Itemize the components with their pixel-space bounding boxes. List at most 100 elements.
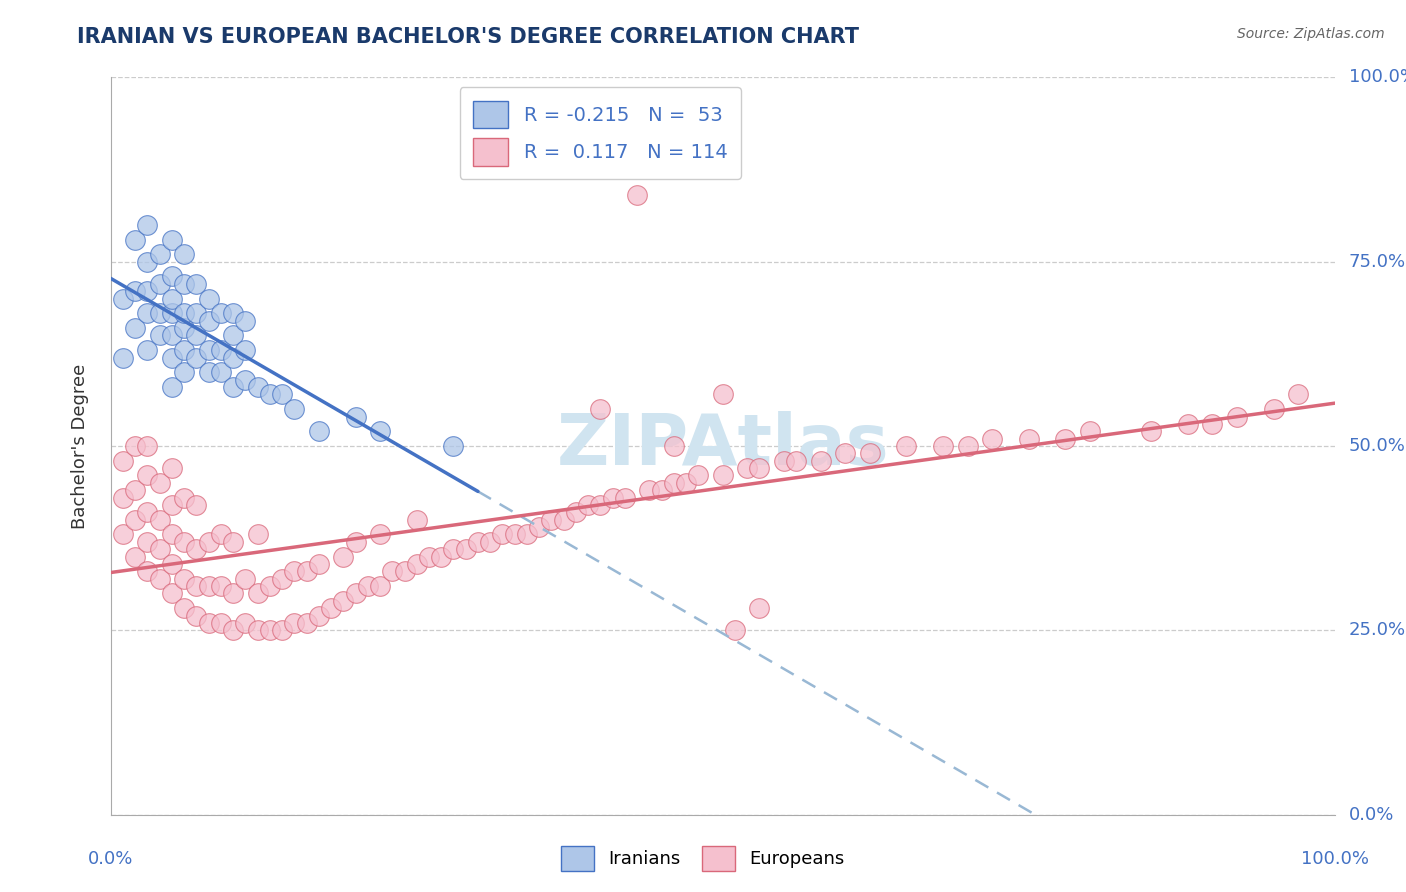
Point xyxy=(197,579,219,593)
Point xyxy=(197,292,219,306)
Point xyxy=(308,557,330,571)
Text: IRANIAN VS EUROPEAN BACHELOR'S DEGREE CORRELATION CHART: IRANIAN VS EUROPEAN BACHELOR'S DEGREE CO… xyxy=(77,27,859,46)
Point xyxy=(160,351,183,365)
Point xyxy=(259,387,281,401)
Point xyxy=(160,527,183,541)
Point xyxy=(430,549,453,564)
Point xyxy=(394,564,416,578)
Point xyxy=(1177,417,1199,431)
Point xyxy=(368,527,391,541)
Point xyxy=(186,542,208,557)
Point xyxy=(197,343,219,358)
Point xyxy=(368,579,391,593)
Point xyxy=(173,534,195,549)
Point xyxy=(834,446,856,460)
Text: 0.0%: 0.0% xyxy=(89,850,134,868)
Point xyxy=(209,527,232,541)
Point xyxy=(259,579,281,593)
Point xyxy=(124,321,146,335)
Point xyxy=(896,439,918,453)
Point xyxy=(149,572,172,586)
Text: 75.0%: 75.0% xyxy=(1348,252,1406,270)
Point xyxy=(735,461,758,475)
Point xyxy=(160,292,183,306)
Point xyxy=(136,306,159,320)
Point xyxy=(160,461,183,475)
Point xyxy=(197,314,219,328)
Point xyxy=(724,624,747,638)
Point xyxy=(160,269,183,284)
Point xyxy=(209,615,232,630)
Point xyxy=(160,233,183,247)
Point xyxy=(308,424,330,438)
Point xyxy=(516,527,538,541)
Point xyxy=(124,284,146,298)
Point xyxy=(186,608,208,623)
Point xyxy=(662,439,685,453)
Point xyxy=(111,351,134,365)
Point xyxy=(197,365,219,379)
Point xyxy=(149,328,172,343)
Point xyxy=(160,557,183,571)
Point xyxy=(405,557,427,571)
Point xyxy=(443,542,465,557)
Point xyxy=(651,483,673,498)
Point xyxy=(479,534,502,549)
Point xyxy=(1263,402,1285,417)
Point xyxy=(467,534,489,549)
Point xyxy=(981,432,1004,446)
Point xyxy=(283,402,305,417)
Point xyxy=(197,615,219,630)
Point xyxy=(235,572,257,586)
Point xyxy=(626,188,648,202)
Legend: Iranians, Europeans: Iranians, Europeans xyxy=(554,838,852,879)
Point xyxy=(613,491,636,505)
Point xyxy=(124,439,146,453)
Point xyxy=(173,365,195,379)
Point xyxy=(235,343,257,358)
Point xyxy=(173,321,195,335)
Point xyxy=(368,424,391,438)
Point xyxy=(1226,409,1249,424)
Point xyxy=(149,247,172,261)
Point xyxy=(149,513,172,527)
Point xyxy=(124,513,146,527)
Point xyxy=(235,314,257,328)
Point xyxy=(344,586,367,600)
Point xyxy=(124,483,146,498)
Point xyxy=(540,513,562,527)
Point xyxy=(1201,417,1223,431)
Point xyxy=(295,564,318,578)
Point xyxy=(675,475,697,490)
Point xyxy=(773,454,796,468)
Text: 0.0%: 0.0% xyxy=(1348,805,1395,823)
Point xyxy=(418,549,440,564)
Point xyxy=(1054,432,1077,446)
Point xyxy=(111,527,134,541)
Point xyxy=(186,351,208,365)
Point xyxy=(222,351,245,365)
Point xyxy=(443,439,465,453)
Point xyxy=(810,454,832,468)
Point xyxy=(173,601,195,615)
Text: Source: ZipAtlas.com: Source: ZipAtlas.com xyxy=(1237,27,1385,41)
Point xyxy=(209,579,232,593)
Point xyxy=(160,306,183,320)
Point xyxy=(259,624,281,638)
Point xyxy=(235,615,257,630)
Point xyxy=(553,513,575,527)
Point xyxy=(222,328,245,343)
Point xyxy=(283,564,305,578)
Point xyxy=(160,328,183,343)
Point xyxy=(381,564,404,578)
Text: 25.0%: 25.0% xyxy=(1348,622,1406,640)
Legend: R = -0.215   N =  53, R =  0.117   N = 114: R = -0.215 N = 53, R = 0.117 N = 114 xyxy=(460,87,741,179)
Point xyxy=(173,247,195,261)
Point xyxy=(111,491,134,505)
Point xyxy=(160,380,183,394)
Point xyxy=(136,343,159,358)
Point xyxy=(111,292,134,306)
Point xyxy=(209,306,232,320)
Point xyxy=(308,608,330,623)
Point xyxy=(332,594,354,608)
